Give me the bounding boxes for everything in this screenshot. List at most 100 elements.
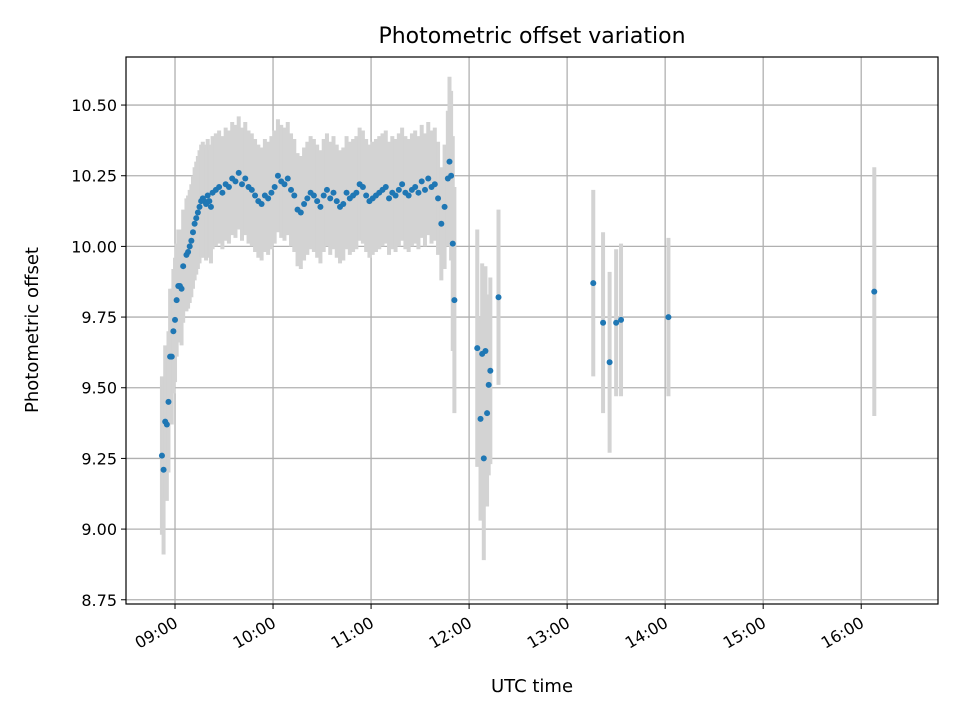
data-point — [415, 189, 422, 196]
data-point — [163, 421, 170, 428]
y-tick-label: 9.75 — [81, 308, 117, 327]
data-point — [323, 186, 330, 193]
data-point — [297, 209, 304, 216]
data-point — [274, 172, 281, 179]
y-tick-label: 10.50 — [71, 96, 117, 115]
data-point — [320, 192, 327, 199]
y-axis-label: Photometric offset — [22, 247, 43, 413]
data-point — [207, 203, 214, 210]
data-point — [451, 297, 458, 304]
data-point — [281, 181, 288, 188]
data-point — [487, 367, 494, 374]
data-point — [160, 466, 167, 473]
data-point — [392, 192, 399, 199]
data-point — [448, 172, 455, 179]
data-point — [235, 169, 242, 176]
data-point — [359, 184, 366, 191]
data-point — [330, 189, 337, 196]
data-point — [412, 184, 419, 191]
data-point — [665, 314, 672, 321]
data-point — [405, 192, 412, 199]
data-point — [180, 263, 187, 270]
data-point — [590, 280, 597, 287]
data-point — [172, 316, 179, 323]
y-tick-label: 10.25 — [71, 167, 117, 186]
data-point — [206, 198, 213, 205]
data-point — [191, 220, 198, 227]
data-point — [606, 359, 613, 366]
data-point — [170, 328, 177, 335]
data-point — [613, 319, 620, 326]
data-point — [317, 203, 324, 210]
chart-title: Photometric offset variation — [378, 24, 685, 49]
data-point — [239, 181, 245, 188]
data-point — [196, 203, 203, 210]
data-point — [480, 455, 487, 462]
data-point — [333, 198, 340, 205]
data-point — [284, 175, 291, 182]
data-point — [446, 158, 453, 165]
y-tick-label: 9.25 — [81, 449, 117, 468]
data-point — [425, 175, 432, 182]
data-point — [484, 410, 491, 417]
data-point — [158, 452, 165, 459]
data-point — [310, 192, 317, 199]
data-point — [340, 200, 347, 207]
data-point — [304, 195, 311, 202]
data-point — [193, 215, 200, 222]
data-point — [618, 316, 625, 323]
data-point — [421, 186, 428, 193]
data-point — [165, 398, 172, 405]
data-point — [178, 285, 185, 292]
data-point — [186, 243, 193, 250]
data-point — [248, 186, 255, 193]
data-point — [327, 195, 334, 202]
data-point — [188, 237, 195, 244]
data-point — [477, 415, 484, 422]
data-point — [314, 198, 321, 205]
data-point — [438, 220, 445, 227]
data-point — [173, 297, 180, 304]
data-point — [441, 203, 448, 210]
data-point — [288, 186, 295, 193]
x-axis-label: UTC time — [491, 676, 573, 697]
point-layer — [158, 158, 878, 473]
data-point — [301, 200, 308, 207]
data-point — [395, 186, 402, 193]
y-tick-label: 10.00 — [71, 237, 117, 256]
y-tick-label: 9.50 — [81, 379, 117, 398]
data-point — [474, 345, 481, 352]
data-point — [431, 181, 438, 188]
data-point — [265, 195, 272, 202]
data-point — [268, 189, 275, 196]
data-point — [435, 195, 442, 202]
y-tick-label: 9.00 — [81, 520, 117, 539]
data-point — [871, 288, 878, 295]
data-point — [291, 192, 298, 199]
data-point — [258, 200, 265, 207]
data-point — [185, 249, 192, 256]
data-point — [399, 181, 406, 188]
data-point — [271, 184, 278, 191]
plot-frame — [125, 56, 939, 605]
data-point — [343, 189, 350, 196]
data-point — [216, 184, 223, 191]
data-point — [252, 192, 259, 199]
data-point — [386, 195, 393, 202]
data-point — [189, 229, 196, 236]
data-point — [495, 294, 502, 301]
data-point — [449, 240, 456, 247]
data-point — [225, 184, 232, 191]
data-point — [363, 192, 370, 199]
data-point — [232, 178, 239, 185]
y-tick-label: 8.75 — [81, 591, 117, 610]
data-point — [219, 189, 226, 196]
data-point — [418, 178, 425, 185]
data-point — [194, 209, 201, 216]
data-point — [482, 347, 489, 354]
data-point — [353, 189, 360, 196]
data-point — [204, 192, 211, 199]
data-point — [600, 319, 607, 326]
data-point — [485, 381, 492, 388]
